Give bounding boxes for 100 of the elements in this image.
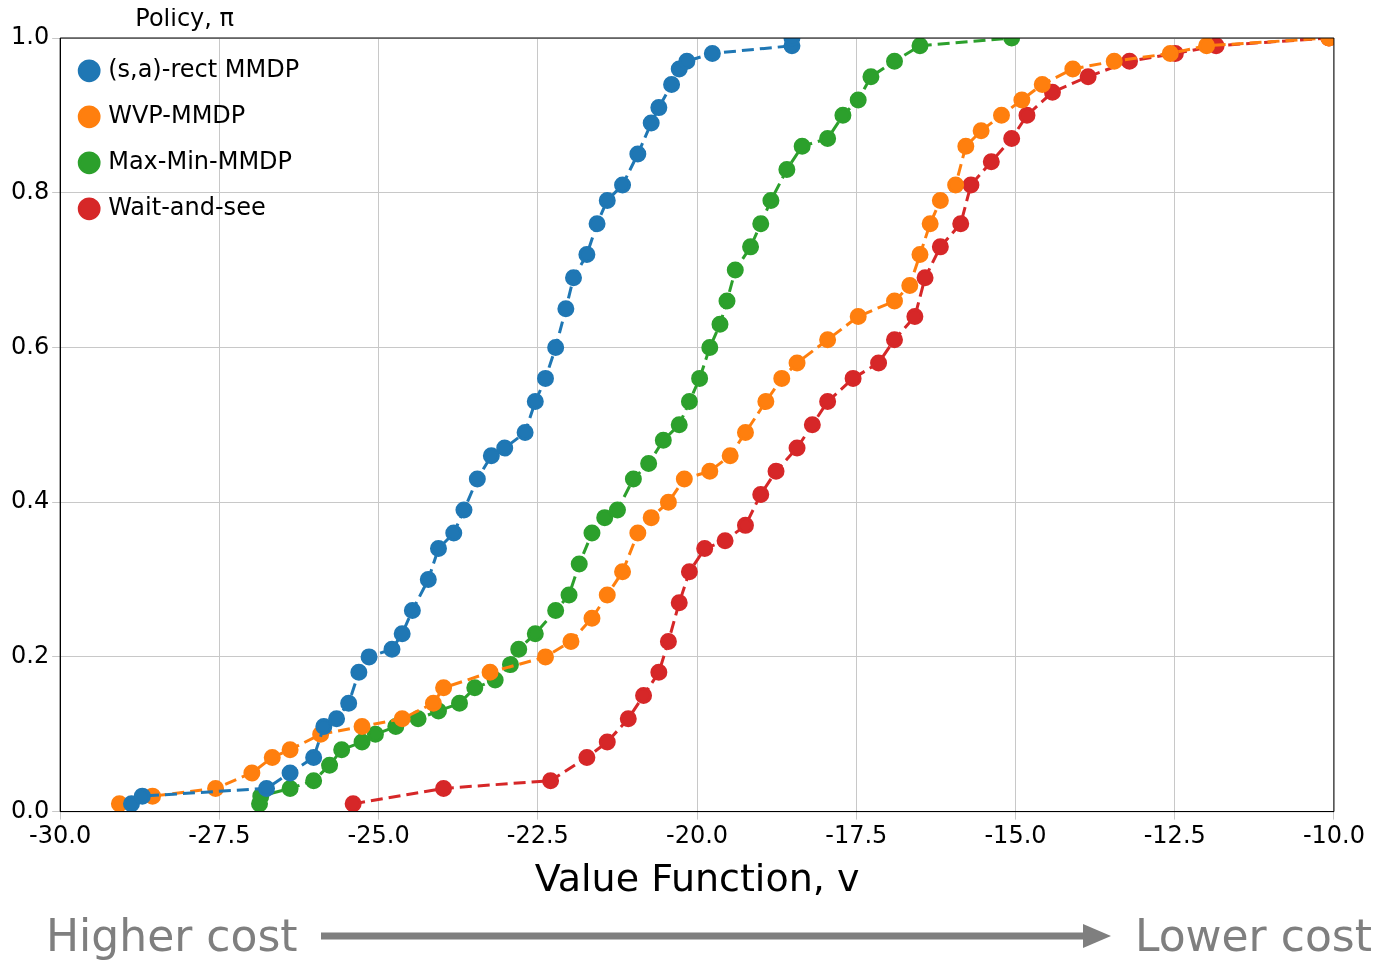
point xyxy=(819,331,837,349)
point xyxy=(1079,68,1097,86)
point xyxy=(445,524,463,542)
point xyxy=(281,741,299,759)
point xyxy=(752,485,770,503)
point xyxy=(547,601,565,619)
x-axis-title: Value Function, v xyxy=(534,856,860,901)
point xyxy=(133,787,151,805)
x-tick-label: -27.5 xyxy=(188,821,251,850)
point xyxy=(849,308,867,325)
point xyxy=(1033,75,1051,93)
point xyxy=(819,130,837,148)
point xyxy=(680,563,698,581)
point xyxy=(911,246,929,264)
legend-label: (s,a)-rect MMDP xyxy=(108,55,300,84)
legend-label: WVP-MMDP xyxy=(108,101,246,130)
point xyxy=(659,493,677,511)
point xyxy=(788,354,806,372)
point xyxy=(560,586,578,604)
point xyxy=(640,454,658,472)
point xyxy=(1161,44,1179,62)
point xyxy=(678,52,696,70)
point xyxy=(778,161,796,179)
point xyxy=(752,215,770,233)
point xyxy=(1105,52,1123,70)
x-tick-label: -15.0 xyxy=(984,821,1047,850)
y-tick-label: 1.0 xyxy=(11,22,50,51)
legend-label: Wait-and-see xyxy=(108,193,266,222)
point xyxy=(793,137,811,155)
legend-title: Policy, π xyxy=(135,4,235,33)
point xyxy=(742,238,760,256)
point xyxy=(701,462,719,480)
point xyxy=(123,795,140,812)
point xyxy=(757,393,775,411)
point xyxy=(614,176,632,194)
point xyxy=(716,532,734,550)
point xyxy=(481,663,499,681)
point xyxy=(588,215,606,233)
point xyxy=(333,741,351,759)
y-tick-label: 0.0 xyxy=(11,795,50,824)
point xyxy=(455,501,473,519)
point xyxy=(931,191,949,209)
point xyxy=(258,779,276,797)
point xyxy=(642,114,660,132)
point xyxy=(526,625,544,643)
point xyxy=(429,540,447,558)
point xyxy=(583,524,601,542)
x-tick-label: -10.0 xyxy=(1302,821,1366,850)
point xyxy=(696,540,714,558)
point xyxy=(565,269,582,287)
point xyxy=(962,176,980,194)
point xyxy=(614,563,632,581)
text: Lower cost xyxy=(1134,909,1372,963)
point xyxy=(921,215,939,233)
point xyxy=(608,501,626,519)
point xyxy=(596,509,614,527)
point xyxy=(321,756,339,774)
point xyxy=(315,718,333,735)
point xyxy=(862,68,880,86)
point xyxy=(844,369,862,387)
x-tick-label: -25.0 xyxy=(347,821,410,850)
point xyxy=(931,238,949,256)
point xyxy=(578,246,596,264)
point xyxy=(762,191,780,209)
legend-label: Max-Min-MMDP xyxy=(108,147,293,176)
point xyxy=(243,764,261,782)
point xyxy=(1064,60,1082,78)
point xyxy=(721,447,739,465)
point xyxy=(536,369,554,387)
point xyxy=(557,300,575,318)
point xyxy=(952,215,970,233)
point xyxy=(305,748,323,766)
x-tick-label: -30.0 xyxy=(29,821,92,850)
point xyxy=(281,764,299,782)
point xyxy=(767,462,785,480)
point xyxy=(583,609,601,627)
point xyxy=(642,509,660,527)
point xyxy=(393,710,411,728)
point xyxy=(510,640,528,658)
point xyxy=(819,393,837,411)
x-tick-label: -12.5 xyxy=(1143,821,1206,850)
point xyxy=(496,439,514,457)
point xyxy=(403,601,421,619)
point xyxy=(619,710,637,728)
point xyxy=(886,331,903,349)
y-tick-label: 0.4 xyxy=(11,486,50,515)
point xyxy=(691,369,709,387)
point xyxy=(424,694,442,712)
point xyxy=(916,269,934,287)
point xyxy=(726,261,744,279)
point xyxy=(906,308,924,325)
point xyxy=(353,718,371,735)
point xyxy=(834,106,852,124)
point xyxy=(1003,130,1021,148)
point xyxy=(350,663,368,681)
point xyxy=(663,75,681,93)
point xyxy=(578,748,596,766)
x-tick-label: -17.5 xyxy=(825,821,888,850)
point xyxy=(516,424,534,442)
point xyxy=(435,779,453,797)
